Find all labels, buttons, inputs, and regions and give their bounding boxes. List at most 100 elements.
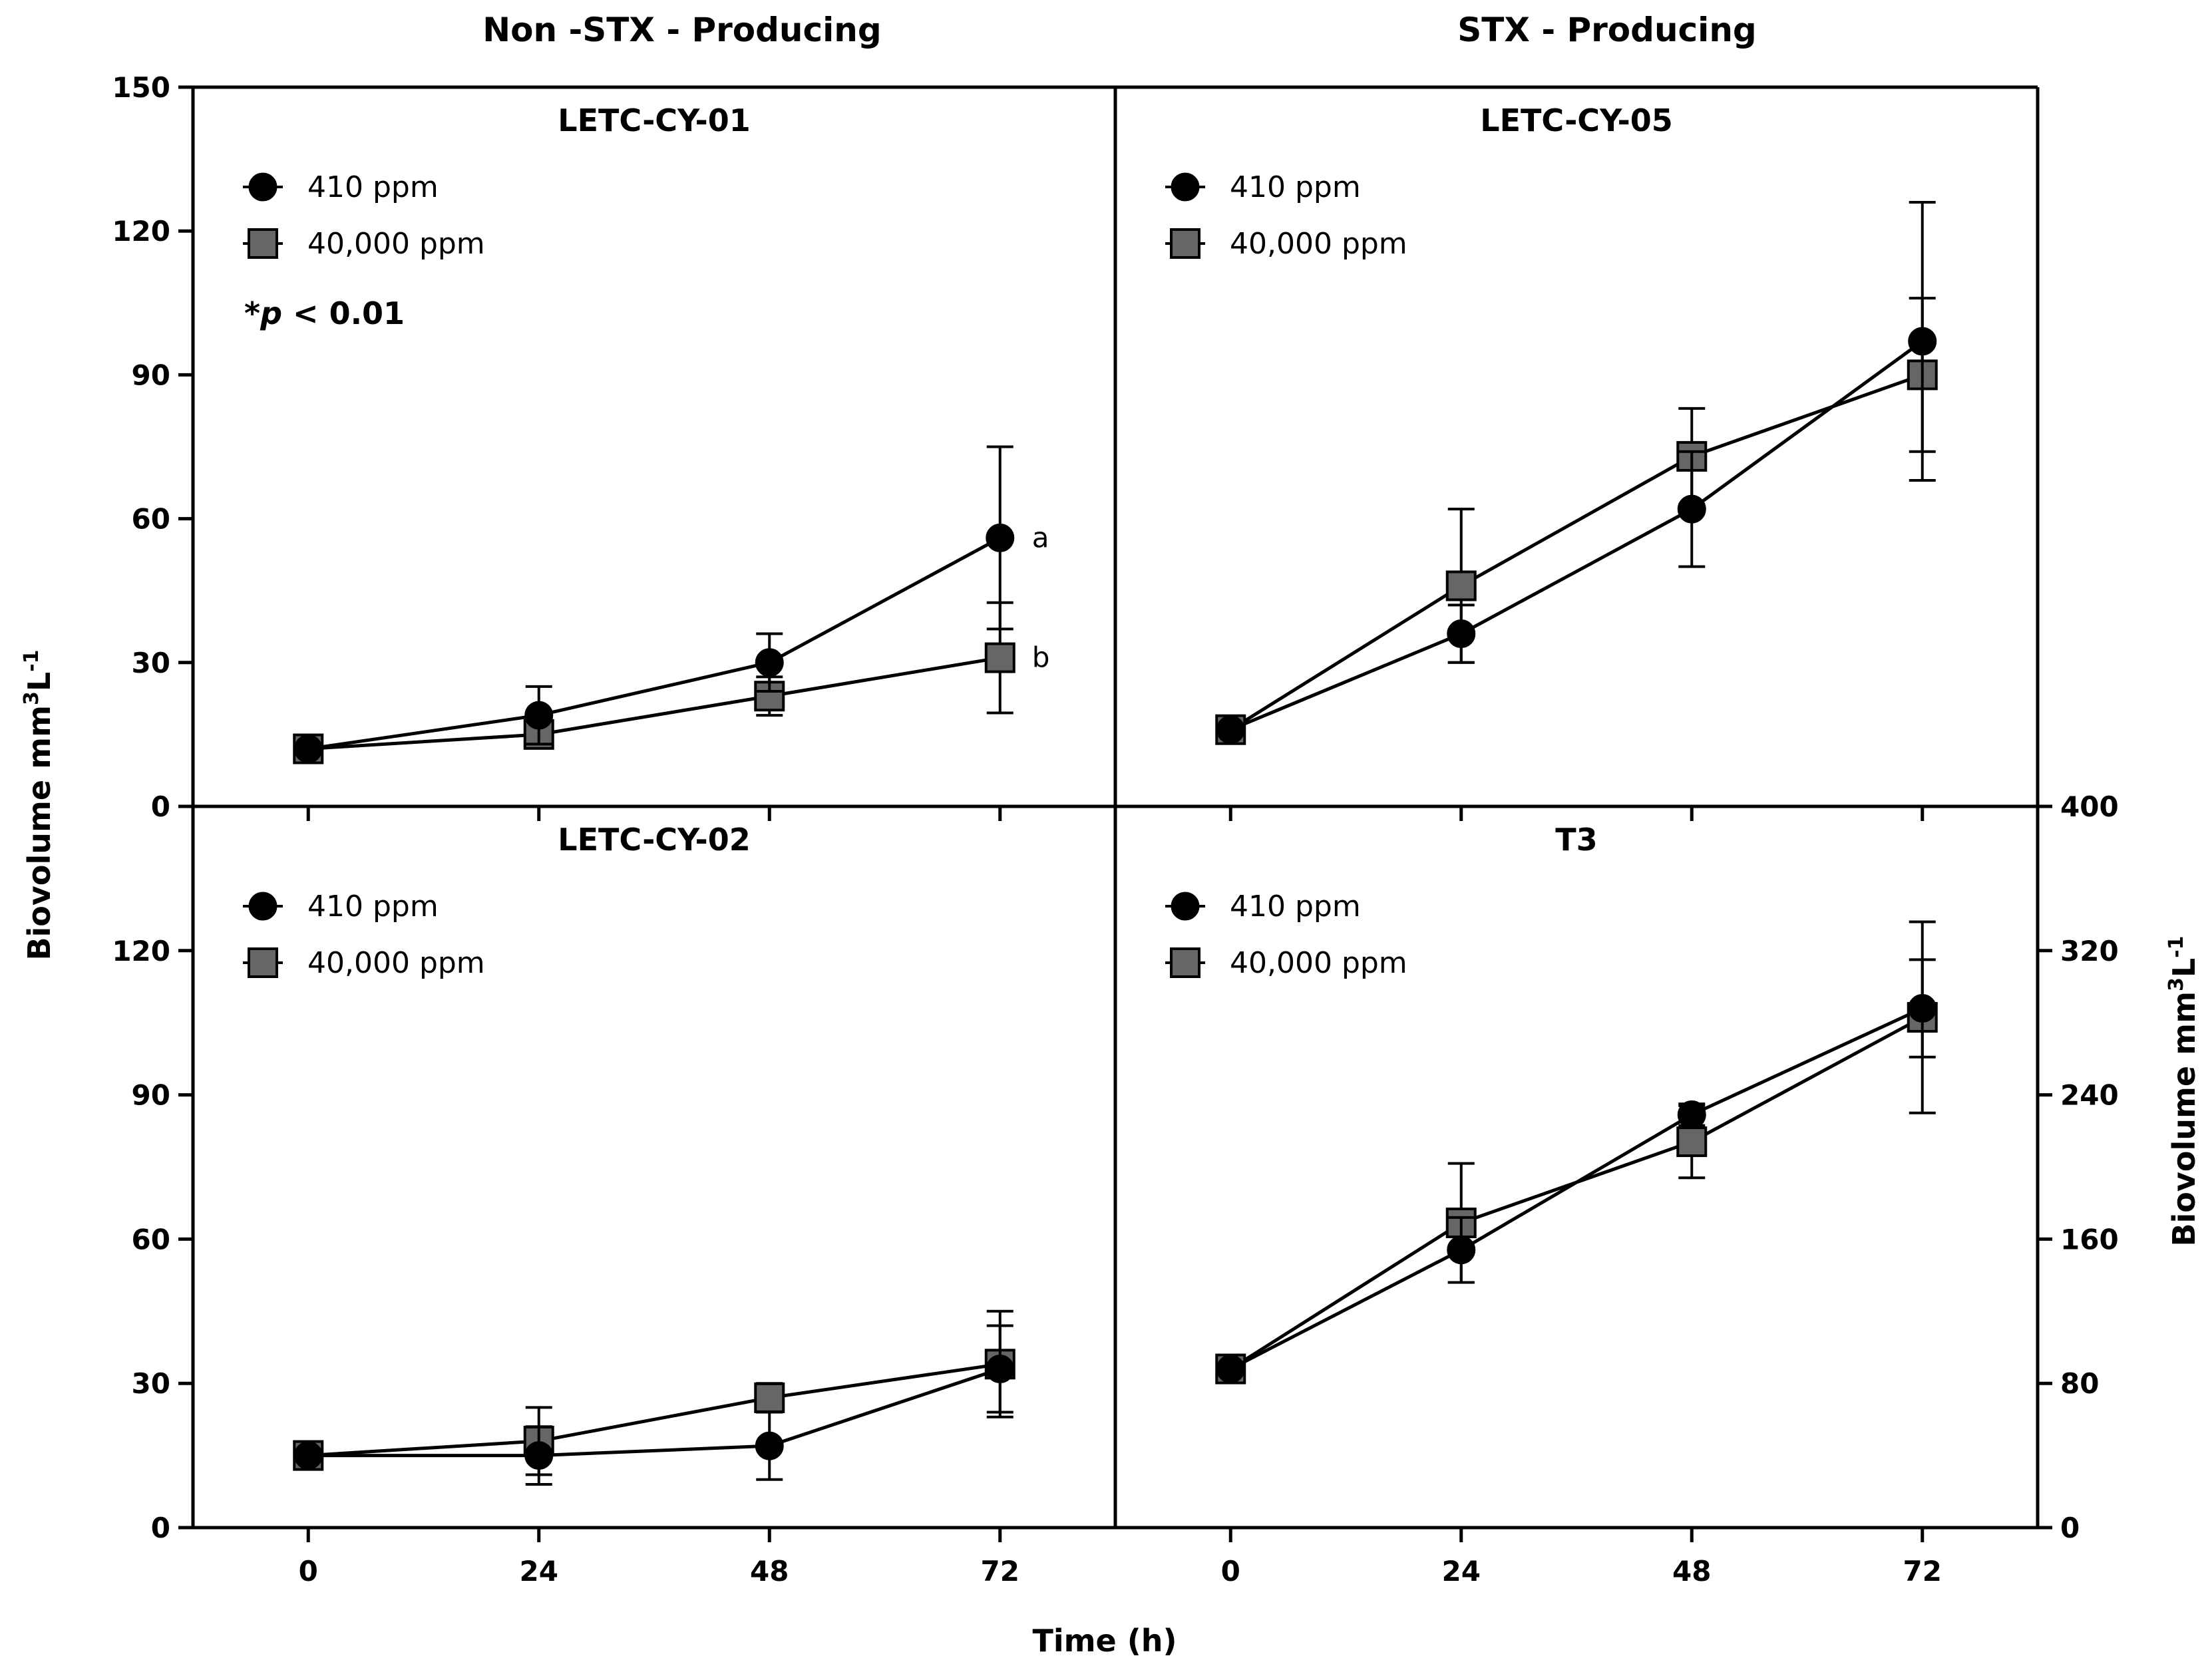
- panel-1-p-value-prefix: *: [244, 295, 260, 331]
- panel-3-series-410-point: [524, 1441, 554, 1470]
- panel-2-series-410-point: [1216, 715, 1245, 745]
- panel-1-ytick-label: 0: [151, 790, 170, 823]
- panel-4-series-410-line: [1230, 1007, 1923, 1371]
- panel-4-legend-40000-label: 40,000 ppm: [1230, 946, 1407, 980]
- panel-4-series-410: [1216, 958, 1937, 1384]
- panel-3-series-410-point: [293, 1441, 323, 1470]
- panel-3-legend-40000: 40,000 ppm: [243, 946, 485, 980]
- panel-1-p-value-annotation: *p < 0.01: [244, 295, 405, 331]
- y-axis-label-left-mid: L: [21, 672, 57, 691]
- panel-1-legend-40000-label: 40,000 ppm: [307, 227, 485, 261]
- panel-1-series-410-point: [293, 735, 323, 764]
- panel-1-p-value-text: < 0.01: [282, 295, 405, 331]
- panel-4-legend-40000-marker: [1170, 947, 1200, 978]
- panel-4-series-410-point: [1677, 1100, 1706, 1129]
- panel-2-series-410: [1216, 200, 1937, 745]
- panel-2-legend-40000: 40,000 ppm: [1165, 227, 1407, 261]
- panel-1-title: LETC-CY-01: [558, 102, 750, 138]
- y-axis-label-left-sup1: 3: [20, 691, 43, 705]
- panel-3-series-410: [293, 1324, 1015, 1486]
- panel-3-series-410-line: [308, 1367, 1001, 1458]
- panel-3-series-410-point: [755, 1431, 784, 1460]
- panel-2-series-410-point: [1677, 494, 1706, 524]
- panel-2-series-40000-line: [1229, 373, 1923, 731]
- panel-1-series-40000-end-label: b: [1032, 641, 1050, 674]
- panel-2: LETC-CY-05 410 ppm 40,000 ppm: [1165, 102, 1938, 821]
- x-axis-label: Time (h): [1032, 1623, 1177, 1659]
- panel-4-ytick-label: 400: [2060, 790, 2119, 823]
- panel-4-xtick-label: 72: [1903, 1555, 1942, 1587]
- panel-3-xtick-label: 0: [299, 1555, 318, 1587]
- panel-2-series-410-point: [1908, 327, 1937, 356]
- panel-2-legend-410: 410 ppm: [1165, 170, 1361, 204]
- panel-4-legend-410-label: 410 ppm: [1230, 890, 1361, 923]
- panel-2-legend-410-marker: [1171, 172, 1200, 202]
- panel-1-ytick-label: 90: [132, 359, 170, 391]
- panel-3-xtick-label: 48: [750, 1555, 789, 1587]
- panel-4-ytick-label: 0: [2060, 1512, 2080, 1544]
- panel-1-legend-40000-marker: [248, 228, 278, 259]
- panel-4-legend-410: 410 ppm: [1165, 890, 1361, 923]
- panel-2-title: LETC-CY-05: [1480, 102, 1672, 138]
- panel-3-legend-40000-label: 40,000 ppm: [307, 946, 485, 980]
- panel-3-title: LETC-CY-02: [558, 822, 750, 858]
- panel-4-series-410-point: [1216, 1355, 1245, 1384]
- panel-2-legend-410-label: 410 ppm: [1230, 170, 1361, 204]
- panel-1-legend-410-label: 410 ppm: [307, 170, 439, 204]
- panel-4-xtick-label: 24: [1442, 1555, 1481, 1587]
- panel-3-series-410-point: [986, 1355, 1015, 1384]
- panel-2-series-410-point: [1447, 619, 1476, 649]
- panel-4-legend-40000: 40,000 ppm: [1165, 946, 1407, 980]
- panel-2-series-40000-point: [1445, 570, 1477, 601]
- panel-3-series-40000-line: [308, 1362, 1001, 1458]
- panel-1-series-40000-point: [754, 681, 785, 712]
- y-axis-label-right-sup1: 3: [2165, 977, 2188, 991]
- panel-4-xtick-label: 0: [1221, 1555, 1240, 1587]
- panel-1-series-40000: b: [293, 601, 1050, 764]
- panel-3-ytick-label: 90: [132, 1079, 170, 1112]
- panel-1-series-410-line: [307, 536, 1001, 750]
- panel-1-series-410-end-label: a: [1032, 521, 1049, 554]
- panel-4: T3 0 80 160 240 320 400 0 24 48 72 410 ppm 40,000 pp…: [1165, 790, 2119, 1587]
- panel-3-legend-410-marker: [248, 892, 277, 921]
- panel-3-ytick-label: 120: [112, 935, 170, 967]
- y-axis-label-right-mid: L: [2166, 958, 2202, 977]
- column-title-stx: STX - Producing: [1457, 11, 1756, 49]
- panel-4-xtick-label: 48: [1672, 1555, 1711, 1587]
- panel-3-series-40000-point: [754, 1382, 785, 1413]
- panels-group: LETC-CY-01 0 30 60 90 120 150 b a 410 ppm 40,000 p…: [112, 71, 2118, 1587]
- panel-1-legend-410: 410 ppm: [243, 170, 439, 204]
- panel-3-ytick-label: 60: [132, 1223, 170, 1255]
- panel-1: LETC-CY-01 0 30 60 90 120 150 b a 410 ppm 40,000 p…: [112, 71, 1049, 823]
- panel-1-ytick-label: 60: [132, 503, 170, 536]
- panel-4-ytick-label: 160: [2060, 1223, 2119, 1255]
- panel-1-p-value-symbol: p: [260, 295, 282, 331]
- panel-3: LETC-CY-02 0 30 60 90 120 0 24 48 72 410 ppm 40,000…: [112, 822, 1019, 1587]
- y-axis-label-right-sup2: -1: [2165, 935, 2188, 957]
- panel-4-ytick-label: 240: [2060, 1079, 2119, 1112]
- y-axis-label-left: Biovolume mm3L-1: [20, 649, 57, 960]
- panel-2-legend-40000-label: 40,000 ppm: [1230, 227, 1407, 261]
- panel-1-series-40000-point: [984, 642, 1015, 673]
- panel-1-ytick-label: 150: [112, 71, 170, 104]
- panel-4-ytick-label: 320: [2060, 935, 2119, 967]
- panel-2-series-410-line: [1230, 339, 1924, 732]
- panel-1-series-410-point: [986, 523, 1015, 552]
- panel-4-series-40000-point: [1676, 1126, 1708, 1158]
- panel-1-ytick-label: 30: [132, 647, 170, 679]
- panel-1-series-410: a: [293, 445, 1049, 764]
- panel-4-series-410-point: [1447, 1236, 1476, 1265]
- y-axis-label-right-main: Biovolume mm: [2166, 991, 2202, 1247]
- panel-3-xtick-label: 72: [981, 1555, 1019, 1587]
- panel-4-series-40000: [1215, 920, 1938, 1385]
- panel-3-xtick-label: 24: [520, 1555, 558, 1587]
- column-title-non-stx: Non -STX - Producing: [482, 11, 881, 49]
- panel-1-ytick-label: 120: [112, 215, 170, 248]
- panel-1-legend-410-marker: [248, 172, 277, 202]
- panel-4-ytick-label: 80: [2060, 1367, 2099, 1400]
- panel-3-legend-40000-marker: [248, 947, 278, 978]
- panel-3-legend-410-label: 410 ppm: [307, 890, 439, 923]
- y-axis-label-right: Biovolume mm3L-1: [2165, 935, 2202, 1246]
- y-axis-label-left-main: Biovolume mm: [21, 705, 57, 961]
